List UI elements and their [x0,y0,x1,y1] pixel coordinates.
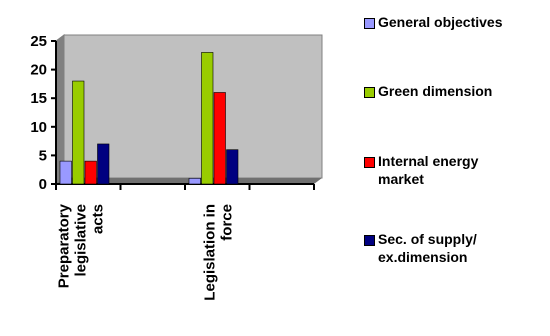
legend-label: Green dimension [378,83,493,99]
y-tick-label: 15 [30,90,47,107]
legend-swatch [364,235,375,246]
legend-item: Green dimension [364,82,492,100]
y-tick-label: 10 [30,119,47,136]
y-tick-label: 0 [39,176,47,193]
category-label: force [218,204,235,241]
category-label: acts [89,204,106,234]
bar-2-1 [188,177,201,185]
bar-2-2 [201,52,214,185]
legend-label: Sec. of supply/ ex.dimension [378,231,477,265]
legend-swatch [364,87,375,98]
legend-item: General objectives [364,13,503,31]
bar-chart: 0 5 10 15 20 25 Preparatory legislative acts Legi… [30,33,323,301]
legend-swatch [364,18,375,29]
legend-label: Internal energy market [378,153,479,187]
bar-2-4 [226,149,239,185]
legend-item: Sec. of supply/ ex.dimension [364,230,477,266]
y-tick-label: 25 [30,33,47,50]
category-label: Legislation in [201,204,218,301]
legend-label: General objectives [378,14,503,30]
y-tick-label: 20 [30,62,47,79]
category-label: Preparatory [55,203,72,288]
category-label: legislative [72,204,89,277]
bar-1-3 [84,160,97,185]
bar-1-1 [59,160,72,185]
legend-swatch [364,157,375,168]
legend-item: Internal energy market [364,152,478,188]
bar-1-4 [97,143,110,185]
bar-1-2 [72,80,85,185]
y-tick-label: 5 [39,147,47,164]
bar-2-3 [213,92,226,185]
